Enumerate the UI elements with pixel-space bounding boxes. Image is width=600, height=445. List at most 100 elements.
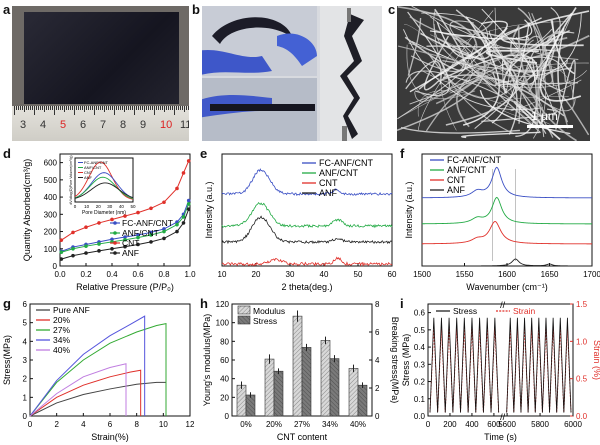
glove-right xyxy=(277,33,317,66)
ruler-tick xyxy=(122,106,123,110)
legend-label: FC-ANF/CNT xyxy=(122,218,173,228)
sem-fiber xyxy=(409,28,553,105)
data-point xyxy=(84,244,88,248)
raman-curve xyxy=(421,196,593,225)
x-tick-label: 0.8 xyxy=(158,270,170,279)
data-point xyxy=(71,230,75,235)
sem-fiber xyxy=(436,74,565,117)
ruler-tick xyxy=(188,106,189,110)
ruler-tick xyxy=(44,106,45,112)
inset-curve xyxy=(74,161,134,200)
data-point xyxy=(186,207,191,211)
data-point xyxy=(136,233,140,237)
xrd-curve xyxy=(221,215,393,245)
x-tick-label: 0.4 xyxy=(106,270,118,279)
sem-fiber xyxy=(399,64,574,118)
sem-fiber xyxy=(443,38,536,111)
y-tick-label: 2 xyxy=(23,375,28,384)
ruler-tick xyxy=(130,106,131,110)
ruler-tick xyxy=(34,106,35,115)
ruler-tick xyxy=(92,106,93,110)
x-axis-label: Wavenumber (cm⁻¹) xyxy=(466,282,547,292)
y-axis-label: Intensity (a.u.) xyxy=(404,181,414,238)
data-point xyxy=(181,215,186,219)
legend-label: FC-ANF/CNT xyxy=(319,158,373,168)
y2-tick-label: 0 xyxy=(375,412,380,421)
inset-frame xyxy=(74,157,134,203)
y-tick-label: 0 xyxy=(225,412,230,421)
data-point xyxy=(162,229,166,234)
y-tick-label: 20 xyxy=(220,393,229,402)
inset-curve xyxy=(74,182,134,199)
ruler-tick xyxy=(112,106,113,110)
legend-label: ANF/CNT xyxy=(319,168,358,178)
ruler-tick xyxy=(164,106,165,112)
sem-fiber xyxy=(479,89,571,135)
legend-label: 40% xyxy=(53,345,70,355)
bar-modulus xyxy=(292,315,303,417)
ruler-number: 10 xyxy=(160,119,173,131)
x-tick-label: 10 xyxy=(218,270,227,279)
x-tick-label: 40% xyxy=(350,420,366,429)
data-point xyxy=(162,227,166,231)
data-point xyxy=(186,202,191,206)
y-axis-label: Intensity (a.u.) xyxy=(204,181,214,238)
legend-label: Stress xyxy=(253,316,277,326)
legend-label: 20% xyxy=(53,315,70,325)
data-point xyxy=(71,253,75,258)
data-point xyxy=(97,242,101,246)
x-tick-label: 1650 xyxy=(541,270,559,279)
x-tick-label: 1700 xyxy=(583,270,600,279)
y2-tick-label: 1.5 xyxy=(576,300,588,309)
ruler-tick xyxy=(142,106,143,110)
data-point xyxy=(97,221,101,225)
sem-fiber xyxy=(463,60,497,87)
axis-break: // xyxy=(500,412,506,422)
ruler-tick xyxy=(70,106,71,110)
raman-curve xyxy=(421,258,593,267)
y2-tick-label: 0.5 xyxy=(576,375,588,384)
sem-fiber xyxy=(558,94,590,136)
data-point xyxy=(149,240,153,244)
sem-fiber xyxy=(397,12,488,120)
y-tick-label: 0.0 xyxy=(414,412,426,421)
legend-label: Pure ANF xyxy=(53,305,90,315)
chart-d: 0.0 0.2 0.4 0.6 0.8 1.00100200300400500600Rel… xyxy=(22,153,196,292)
legend-label: Stress xyxy=(453,306,477,316)
stress-strain-curve xyxy=(29,381,167,417)
photo-bending-demo xyxy=(202,6,382,141)
inset-curve xyxy=(74,176,134,200)
legend-label: 34% xyxy=(53,335,70,345)
sem-fiber xyxy=(500,10,590,47)
ruler-tick xyxy=(84,106,85,112)
panel-letter-d: d xyxy=(3,146,11,161)
x-tick-label: 12 xyxy=(186,420,195,429)
sem-fiber xyxy=(397,6,478,49)
ruler-number: 9 xyxy=(140,119,147,131)
ruler-tick xyxy=(152,106,153,110)
ruler-tick xyxy=(140,106,141,110)
y-tick-label: 0.4 xyxy=(414,343,426,352)
ruler-tick xyxy=(102,106,103,110)
sem-fiber xyxy=(557,27,565,96)
sem-fiber xyxy=(409,20,508,93)
inset-legend-label: ANF xyxy=(84,175,93,180)
ruler-tick xyxy=(138,106,139,110)
x-tick-label: 5800 xyxy=(531,420,549,429)
data-point xyxy=(136,235,140,240)
ruler-tick xyxy=(18,106,19,110)
data-point xyxy=(110,217,114,222)
stress-strain-curve xyxy=(29,369,142,417)
y-axis-label: Stress(MPa) xyxy=(2,335,12,385)
ruler: 3 4 5 6 7 8 9 10 11 xyxy=(12,106,189,141)
ruler-tick xyxy=(76,106,77,110)
ruler-tick xyxy=(114,106,115,115)
data-point xyxy=(123,235,127,239)
ruler-tick xyxy=(56,106,57,110)
x-tick-label: 6 xyxy=(108,420,113,429)
x-tick-label: 400 xyxy=(465,420,479,429)
ruler-tick xyxy=(100,106,101,110)
ruler-tick xyxy=(78,106,79,110)
y-axis-label: Young's modulus(MPa) xyxy=(202,314,212,406)
y2-tick-label: 1.0 xyxy=(576,337,588,346)
